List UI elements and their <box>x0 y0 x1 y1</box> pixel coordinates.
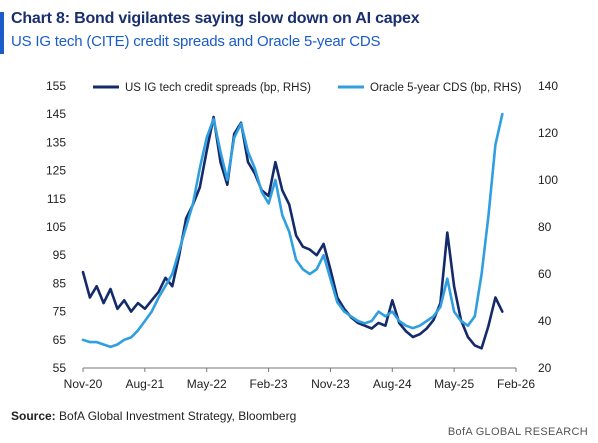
chart-subtitle: US IG tech (CITE) credit spreads and Ora… <box>11 33 381 50</box>
x-tick-label: May-25 <box>434 377 474 391</box>
chart-area: 55 65 75 85 95 105 115 125 135 145 155 20 40 60 80 100 1… <box>0 70 598 406</box>
y-left-tick-label: 135 <box>46 135 66 149</box>
y-right-tick-label: 40 <box>538 314 552 328</box>
y-left-tick-label: 125 <box>46 164 66 178</box>
legend-label-oracle-cds: Oracle 5-year CDS (bp, RHS) <box>370 82 522 94</box>
x-tick-label: Nov-23 <box>311 377 350 391</box>
y-right-tick-label: 80 <box>538 220 552 234</box>
title-accent-bar <box>0 12 4 54</box>
y-left-tick-label: 65 <box>53 333 67 347</box>
y-left-tick-label: 115 <box>47 192 66 206</box>
x-tick-label: Aug-21 <box>126 377 165 391</box>
x-tick-label: May-22 <box>187 377 227 391</box>
x-tick-label: Feb-23 <box>250 377 288 391</box>
y-left-tick-label: 145 <box>46 107 66 121</box>
y-right-tick-label: 140 <box>538 79 558 93</box>
y-left-tick-label: 55 <box>53 361 67 375</box>
y-right-tick-label: 20 <box>538 361 552 375</box>
line-chart: 55 65 75 85 95 105 115 125 135 145 155 20 40 60 80 100 1… <box>46 79 558 391</box>
brand-logo-text: BofA GLOBAL RESEARCH <box>447 426 588 438</box>
y-right-tick-label: 60 <box>538 267 552 281</box>
y-right-tick-label: 120 <box>538 126 558 140</box>
y-left-tick-label: 155 <box>46 79 66 93</box>
y-left-tick-label: 75 <box>53 305 67 319</box>
source-label: Source: <box>11 409 56 423</box>
y-left-tick-label: 105 <box>46 220 66 234</box>
series-line-oracle-cds <box>81 112 504 349</box>
x-tick-label: Aug-24 <box>373 377 412 391</box>
y-left-tick-label: 85 <box>53 276 67 290</box>
y-right-tick-label: 100 <box>538 173 558 187</box>
chart-title: Chart 8: Bond vigilantes saying slow dow… <box>11 10 420 27</box>
series-line-us-ig-tech-spreads <box>81 115 504 350</box>
x-tick-label: Feb-26 <box>497 377 535 391</box>
source-text: BofA Global Investment Strategy, Bloombe… <box>55 409 297 423</box>
x-tick-label: Nov-20 <box>64 377 103 391</box>
source-note: Source: BofA Global Investment Strategy,… <box>11 409 296 423</box>
y-left-tick-label: 95 <box>53 248 67 262</box>
legend-label-us-ig-tech: US IG tech credit spreads (bp, RHS) <box>125 82 311 94</box>
